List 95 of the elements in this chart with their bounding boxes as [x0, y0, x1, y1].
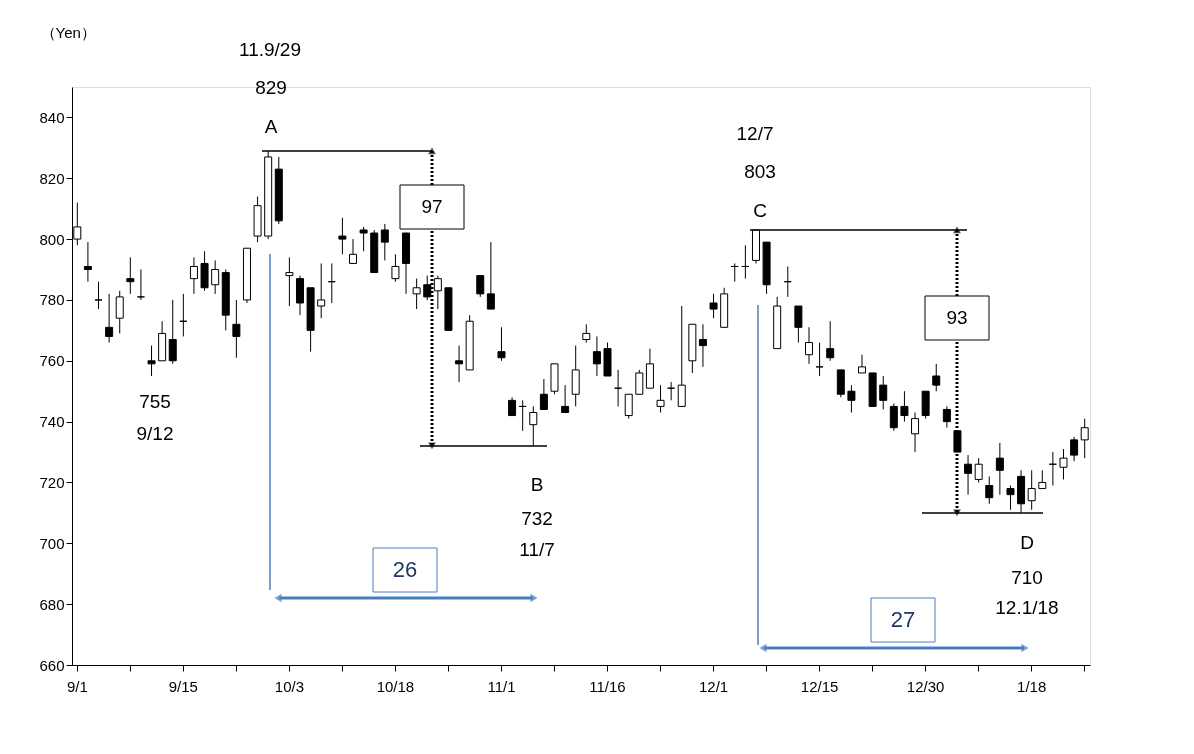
y-tick-label: 820: [39, 169, 65, 187]
candlestick: [889, 402, 898, 432]
x-tick-label: 11/1: [487, 677, 516, 695]
x-tick-label: 12/15: [800, 677, 839, 695]
candlestick: [709, 293, 718, 319]
candlestick: [582, 323, 591, 344]
annotation: 26: [392, 557, 418, 582]
candlestick: [455, 345, 464, 383]
x-tick-label: 10/3: [274, 677, 304, 695]
candlestick: [847, 384, 856, 414]
candlestick: [136, 269, 145, 301]
candlestick: [804, 326, 813, 365]
candlestick: [794, 305, 803, 344]
annotation: 803: [744, 161, 776, 182]
candlestick: [1059, 448, 1068, 480]
candlestick: [974, 457, 983, 483]
ref-line-label: C: [753, 200, 767, 221]
candlestick: [592, 335, 601, 377]
x-tick-label: 1/18: [1017, 677, 1047, 695]
annotation: 93: [946, 307, 968, 328]
candlestick: [1038, 469, 1047, 490]
annotation: 710: [1011, 567, 1043, 588]
y-tick-label: 680: [39, 595, 65, 613]
annotation: 829: [255, 77, 287, 98]
x-tick-label: 12/1: [698, 677, 729, 695]
candlestick: [815, 342, 824, 377]
candlestick: [539, 378, 548, 410]
candlestick: [232, 299, 241, 359]
candlestick: [964, 454, 973, 496]
y-tick-label: 720: [39, 473, 65, 491]
y-tick-label: 760: [39, 352, 65, 370]
candlestick: [349, 238, 358, 264]
candlestick: [115, 290, 124, 334]
annotation: 27: [890, 607, 916, 632]
candlestick: [1006, 485, 1015, 511]
candlestick: [942, 405, 951, 429]
candlestick: [656, 384, 665, 414]
candlestick: [168, 299, 177, 365]
candlestick: [285, 256, 294, 307]
ref-line-label: B: [530, 474, 544, 495]
candlestick: [412, 278, 421, 310]
candlestick: [677, 305, 686, 407]
candlestick: [380, 223, 389, 261]
candlestick: [561, 384, 570, 414]
candlestick: [105, 293, 114, 344]
annotation: 11/7: [519, 539, 555, 560]
candlestick: [189, 256, 198, 295]
candlestick: [698, 323, 707, 368]
annotation: 732: [521, 508, 553, 529]
candlestick: [995, 442, 1004, 496]
ref-line-label: A: [264, 116, 278, 137]
candlestick: [211, 259, 220, 295]
y-tick-label: 840: [39, 108, 65, 126]
candlestick: [147, 345, 156, 377]
annotation: 12/7: [736, 123, 774, 144]
candlestick: [391, 253, 400, 283]
annotation: 97: [421, 196, 443, 217]
candlestick: [1080, 418, 1089, 459]
candlestick: [1070, 436, 1079, 462]
annotation: 755: [139, 391, 171, 412]
candlestick: [932, 363, 941, 392]
candlestick: [338, 217, 347, 255]
annotation: 12.1/18: [995, 597, 1059, 618]
x-tick-label: 9/15: [168, 677, 198, 695]
candlestick: [879, 375, 888, 410]
candlestick: [317, 262, 326, 319]
text: 11.9/29: [239, 39, 301, 60]
candlestick: [83, 241, 92, 283]
annotation: 9/12: [136, 423, 174, 444]
candlestick: [911, 412, 920, 453]
y-tick-label: 660: [39, 656, 65, 674]
candlestick: [126, 256, 135, 295]
candlestick: [985, 475, 994, 505]
candlestick: [826, 320, 835, 362]
candlestick: [635, 369, 644, 395]
candlestick: [858, 354, 867, 374]
y-tick-label: 740: [39, 413, 65, 431]
candlestick: [624, 393, 633, 420]
x-tick-label: 9/1: [66, 677, 88, 695]
y-tick-label: 800: [39, 230, 65, 248]
candlestick: [497, 326, 506, 362]
candlestick: [359, 226, 368, 252]
x-tick-label: 11/16: [589, 677, 626, 695]
candlestick: [476, 275, 485, 298]
candlestick: [1027, 469, 1036, 511]
x-tick-label: 12/30: [906, 677, 945, 695]
y-axis-title: （Yen）: [40, 23, 96, 41]
y-tick-label: 780: [39, 291, 65, 309]
y-tick-label: 700: [39, 534, 65, 552]
ref-line-label: D: [1020, 532, 1034, 553]
candlestick: [900, 390, 909, 423]
candlestick: [94, 281, 103, 310]
candlestick: [508, 396, 517, 417]
x-tick-label: 10/18: [376, 677, 415, 695]
candlestick: [486, 241, 495, 310]
